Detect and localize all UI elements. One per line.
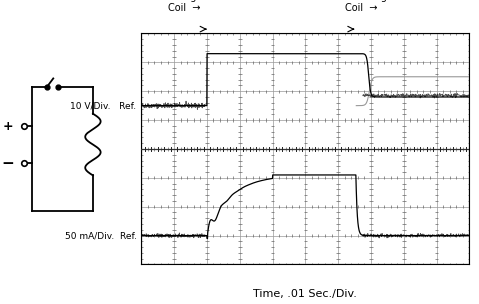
Text: 50 mA/Div.  Ref.: 50 mA/Div. Ref.: [65, 231, 137, 240]
Text: Deenergize
Coil  →: Deenergize Coil →: [345, 0, 400, 13]
Text: 10 V/Div.   Ref.: 10 V/Div. Ref.: [70, 101, 137, 110]
Text: Time, .01 Sec./Div.: Time, .01 Sec./Div.: [253, 289, 357, 299]
Text: −: −: [2, 156, 14, 171]
Text: +: +: [3, 119, 13, 133]
Text: Energize
Coil  →: Energize Coil →: [168, 0, 210, 13]
